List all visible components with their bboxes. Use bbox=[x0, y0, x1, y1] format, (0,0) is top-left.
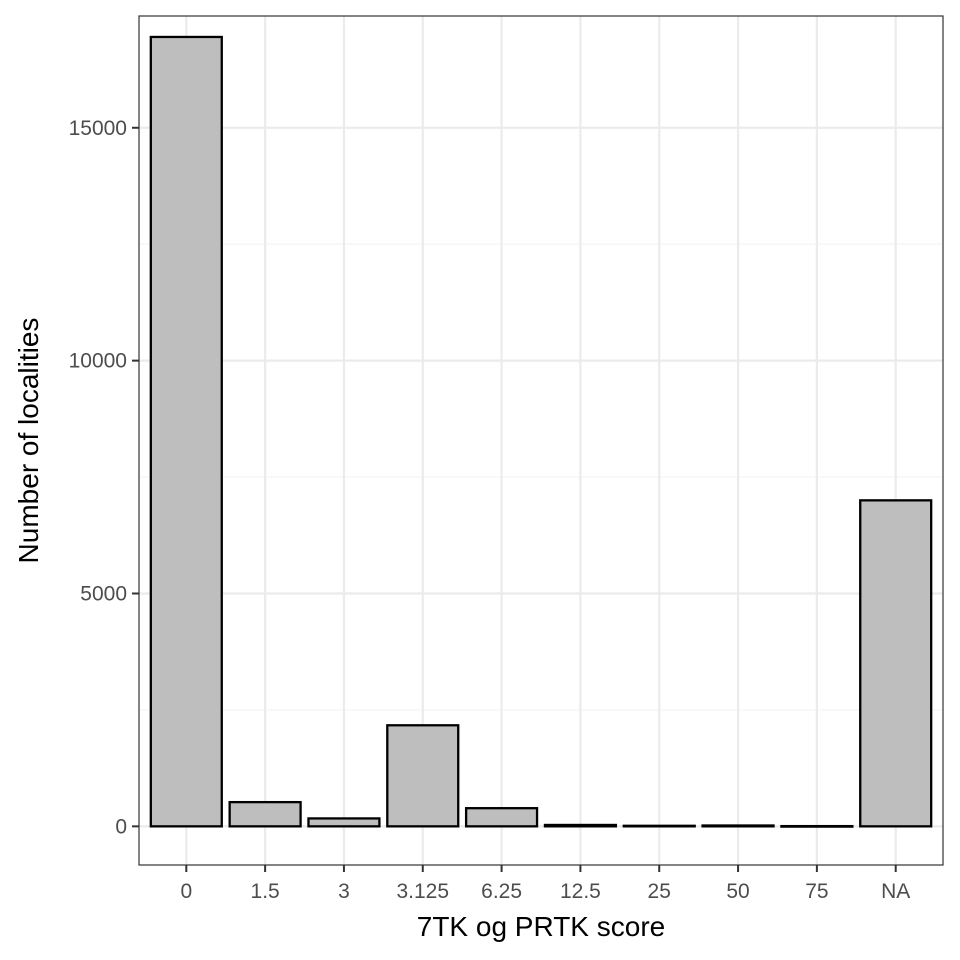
bar-75 bbox=[780, 824, 854, 828]
grid-lines bbox=[139, 16, 943, 865]
bar-12.5 bbox=[543, 823, 618, 828]
bar-0 bbox=[149, 35, 223, 828]
y-axis-ticks: 0 5000 10000 15000 bbox=[69, 117, 139, 838]
bar-1.5 bbox=[228, 800, 302, 828]
y-tick-label: 0 bbox=[115, 815, 127, 838]
bar-6.25 bbox=[464, 807, 539, 828]
x-tick-label: 3.125 bbox=[396, 880, 449, 903]
bar-50 bbox=[701, 824, 775, 828]
y-tick-label: 5000 bbox=[80, 582, 127, 605]
x-tick-label: 0 bbox=[180, 880, 192, 903]
bar-NA bbox=[859, 499, 933, 828]
x-tick-label: NA bbox=[881, 880, 910, 903]
y-axis-title: Number of localities bbox=[13, 318, 44, 564]
x-tick-label: 6.25 bbox=[481, 880, 522, 903]
bar-3.125 bbox=[386, 724, 460, 828]
x-tick-label: 75 bbox=[805, 880, 828, 903]
x-tick-label: 25 bbox=[648, 880, 671, 903]
x-tick-label: 12.5 bbox=[560, 880, 601, 903]
y-tick-label: 15000 bbox=[69, 117, 127, 140]
x-tick-label: 50 bbox=[726, 880, 749, 903]
x-axis-ticks: 0 1.5 3 3.125 6.25 12.5 25 50 75 NA bbox=[180, 865, 910, 903]
x-tick-label: 3 bbox=[338, 880, 350, 903]
x-axis-title: 7TK og PRTK score bbox=[417, 911, 665, 942]
bar-25 bbox=[622, 824, 696, 828]
x-tick-label: 1.5 bbox=[251, 880, 280, 903]
bars bbox=[149, 35, 933, 828]
y-tick-label: 10000 bbox=[69, 350, 127, 373]
bar-3 bbox=[307, 817, 381, 828]
panel-border bbox=[138, 15, 944, 866]
